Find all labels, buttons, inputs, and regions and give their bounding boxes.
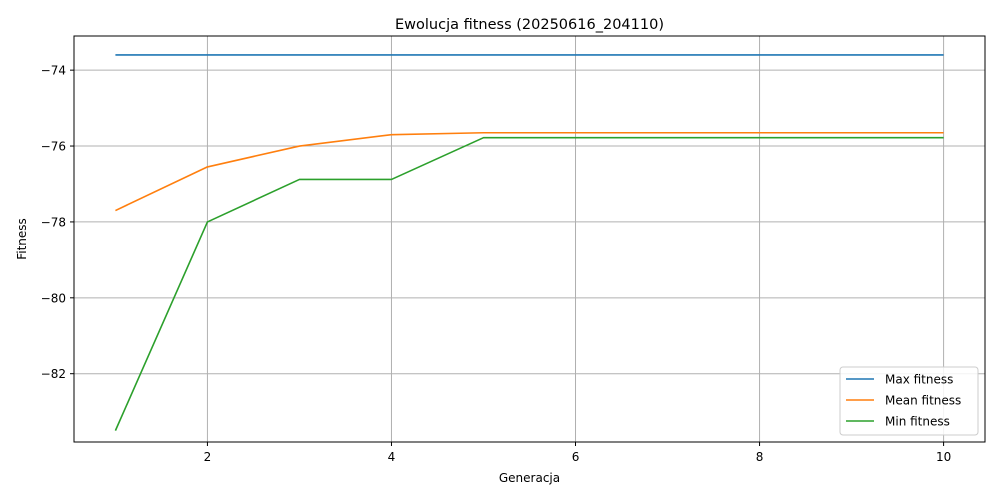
y-tick-label: −80 (41, 291, 66, 305)
grid (74, 36, 985, 442)
y-tick-label: −74 (41, 64, 66, 78)
x-tick-label: 2 (204, 450, 212, 464)
x-tick-label: 6 (572, 450, 580, 464)
y-tick-label: −78 (41, 215, 66, 229)
x-tick-label: 10 (936, 450, 951, 464)
y-tick-label: −76 (41, 140, 66, 154)
x-tick-label: 8 (756, 450, 764, 464)
chart-title: Ewolucja fitness (20250616_204110) (395, 17, 664, 33)
legend-label-max-fitness: Max fitness (885, 373, 953, 387)
series-lines (114, 54, 944, 431)
y-axis-label: Fitness (15, 218, 29, 260)
legend-label-min-fitness: Min fitness (885, 415, 950, 429)
legend-label-mean-fitness: Mean fitness (885, 394, 961, 408)
x-axis-label: Generacja (499, 471, 560, 485)
axis-ticks: 2 4 6 8 10 −82 −80 −78 −76 −74 (41, 64, 952, 464)
x-tick-label: 4 (388, 450, 396, 464)
mean-fitness-line (115, 131, 944, 212)
y-tick-label: −82 (41, 367, 66, 381)
legend: Max fitness Mean fitness Min fitness (839, 366, 979, 436)
legend-box (839, 366, 979, 436)
plot-frame (73, 35, 986, 443)
min-fitness-line (114, 136, 944, 431)
